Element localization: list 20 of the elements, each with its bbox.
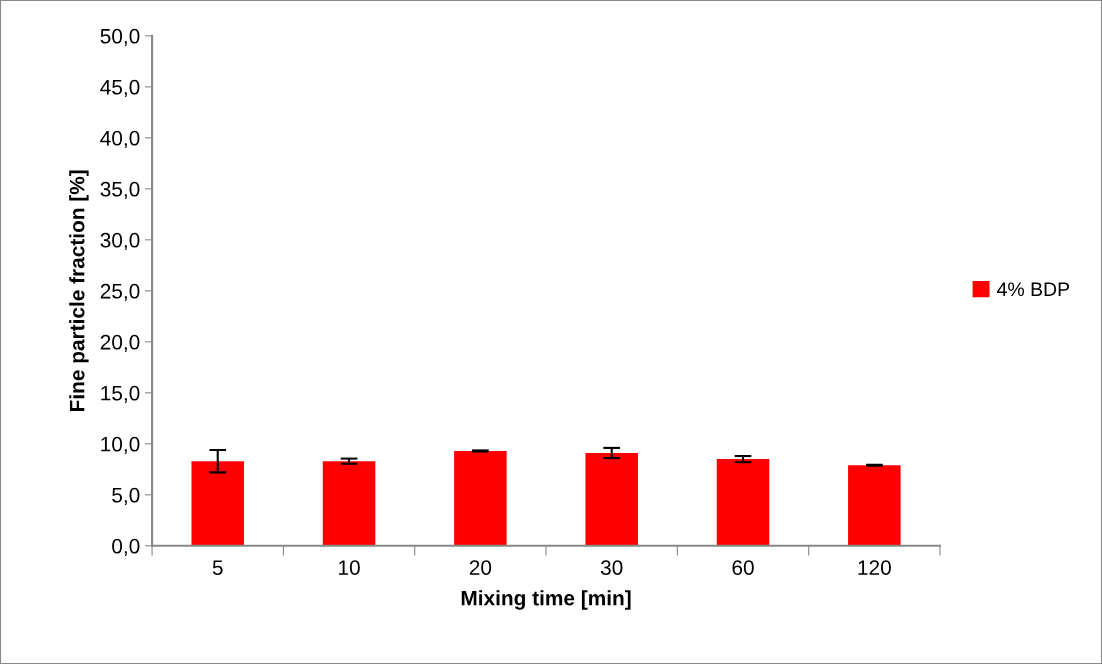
- y-tick-label: 20,0: [100, 334, 140, 353]
- y-tick-label: 45,0: [100, 79, 140, 98]
- y-tick-label: 15,0: [101, 385, 140, 404]
- x-tick-label: 60: [732, 560, 754, 575]
- x-tick-label: 5: [212, 560, 223, 575]
- y-tick-label: 25,0: [100, 283, 140, 302]
- y-tick-label: 30,0: [100, 232, 140, 251]
- y-tick-label: 40,0: [100, 130, 140, 149]
- x-tick-label: 30: [600, 560, 623, 575]
- x-tick-label: 10: [339, 560, 360, 575]
- x-axis-title: Mixing time [min]: [461, 590, 631, 610]
- x-tick-label: 20: [469, 560, 492, 575]
- y-tick-label: 10,0: [101, 436, 140, 455]
- y-tick-label: 0,0: [112, 538, 140, 557]
- x-tick-label: 120: [858, 560, 891, 575]
- y-tick-label: 35,0: [100, 181, 140, 200]
- y-tick-label: 50,0: [100, 28, 140, 47]
- y-axis-title: Fine particle fraction [%]: [69, 170, 89, 411]
- y-tick-label: 5,0: [112, 487, 140, 506]
- legend-label: 4% BDP: [997, 282, 1070, 297]
